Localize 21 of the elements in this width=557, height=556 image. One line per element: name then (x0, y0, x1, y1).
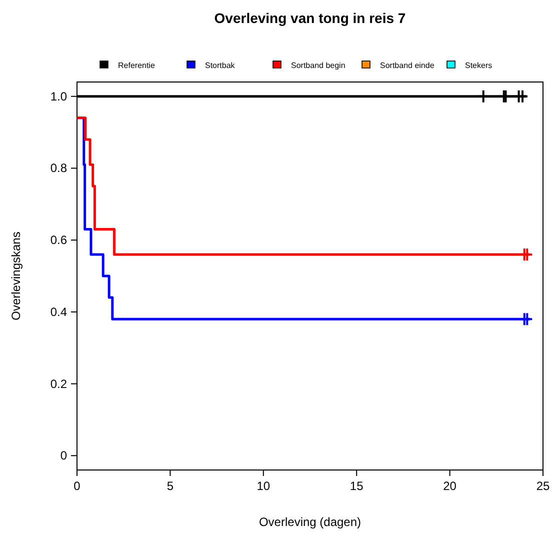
x-tick-label: 0 (74, 479, 81, 493)
y-tick-label: 0.6 (50, 233, 68, 248)
x-tick-label: 15 (350, 479, 364, 493)
x-tick-label: 5 (166, 479, 174, 493)
y-tick-label: 0.2 (50, 376, 68, 391)
y-tick-label: 0 (60, 448, 68, 463)
legend-label: Sortband begin (291, 61, 346, 70)
point (477, 89, 490, 104)
y-tick-label: 0.4 (50, 304, 68, 319)
y-axis-title: Overlevingskans (9, 232, 23, 320)
x-tick-label: 10 (256, 479, 270, 493)
x-axis-title: Overleving (dagen) (258, 515, 362, 529)
legend-label: Stekers (465, 61, 492, 70)
y-tick-label: 0.8 (50, 161, 68, 176)
chart-title: Overleving van tong in reis 7 (214, 10, 406, 26)
legend-label: Sortband einde (380, 61, 435, 70)
legend-label: Referentie (118, 61, 156, 70)
x-tick-label: 20 (443, 479, 457, 493)
y-tick-label: 1.0 (50, 89, 68, 104)
x-tick-label: 25 (536, 479, 550, 493)
legend-label: Stortbak (205, 61, 236, 70)
